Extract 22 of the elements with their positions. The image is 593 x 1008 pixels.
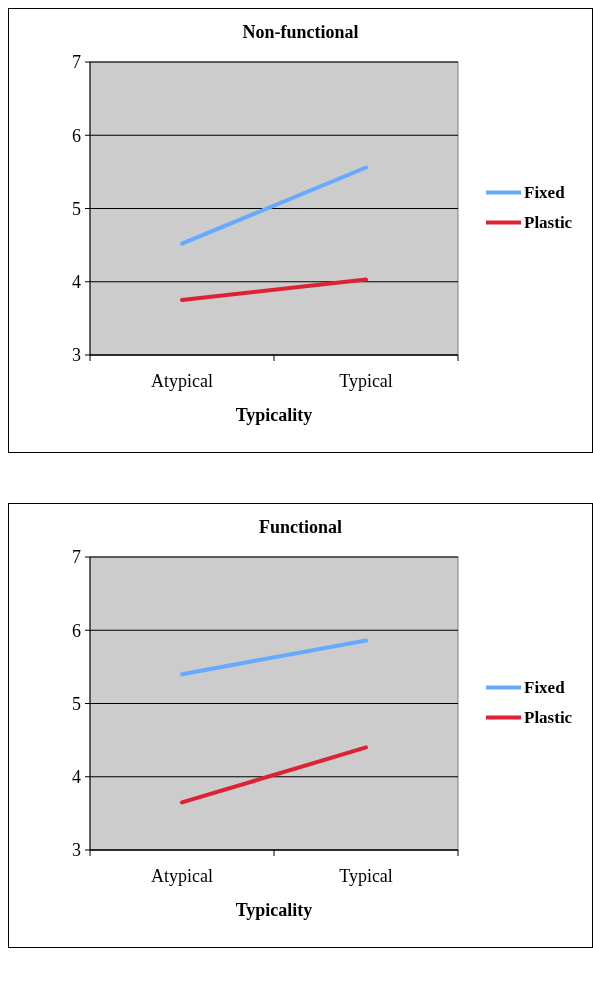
legend-label: Plastic <box>524 708 573 728</box>
x-tick-label: Typical <box>339 866 393 886</box>
y-tick-label: 6 <box>72 125 81 146</box>
x-tick-label: Typical <box>339 371 393 391</box>
y-tick-label: 7 <box>72 547 81 568</box>
x-axis-title: Typicality <box>235 405 313 425</box>
chart-title: Non-functional <box>242 22 359 42</box>
y-tick-label: 4 <box>72 767 81 788</box>
y-tick-label: 6 <box>72 620 81 641</box>
y-tick-label: 7 <box>72 52 81 73</box>
y-tick-label: 5 <box>72 693 81 714</box>
x-axis-title: Typicality <box>235 900 313 920</box>
x-tick-label: Atypical <box>151 371 213 391</box>
y-tick-label: 5 <box>72 198 81 219</box>
legend-label: Plastic <box>524 213 573 233</box>
legend-label: Fixed <box>524 183 566 203</box>
x-tick-label: Atypical <box>151 866 213 886</box>
y-tick-label: 3 <box>72 840 81 861</box>
y-tick-label: 3 <box>72 345 81 366</box>
legend-label: Fixed <box>524 678 566 698</box>
y-tick-label: 4 <box>72 272 81 293</box>
chart-title: Functional <box>258 517 343 537</box>
